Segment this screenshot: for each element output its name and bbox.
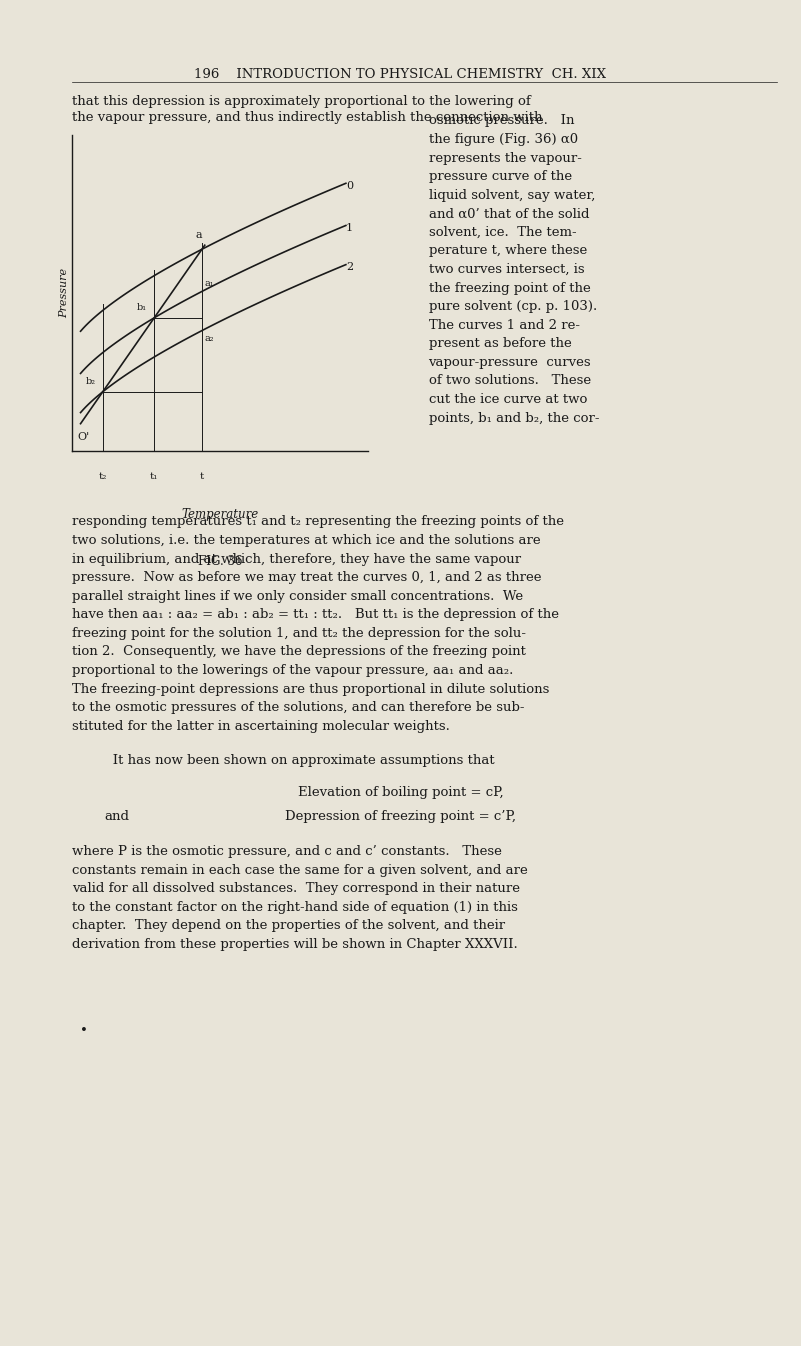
- Text: constants remain in each case the same for a given solvent, and are: constants remain in each case the same f…: [72, 864, 528, 876]
- Text: solvent, ice.  The tem-: solvent, ice. The tem-: [429, 226, 576, 238]
- Text: 196    INTRODUCTION TO PHYSICAL CHEMISTRY  CH. XIX: 196 INTRODUCTION TO PHYSICAL CHEMISTRY C…: [195, 69, 606, 81]
- Text: 1: 1: [346, 223, 353, 233]
- Text: to the constant factor on the right-hand side of equation (1) in this: to the constant factor on the right-hand…: [72, 900, 518, 914]
- Text: where P is the osmotic pressure, and c and c’ constants.   These: where P is the osmotic pressure, and c a…: [72, 845, 502, 859]
- Text: Depression of freezing point = c’P,: Depression of freezing point = c’P,: [285, 810, 516, 824]
- Text: derivation from these properties will be shown in Chapter XXXVII.: derivation from these properties will be…: [72, 938, 517, 952]
- Text: stituted for the latter in ascertaining molecular weights.: stituted for the latter in ascertaining …: [72, 720, 450, 732]
- Text: in equilibrium, and at which, therefore, they have the same vapour: in equilibrium, and at which, therefore,…: [72, 552, 521, 565]
- Text: It has now been shown on approximate assumptions that: It has now been shown on approximate ass…: [100, 754, 495, 767]
- Text: of two solutions.   These: of two solutions. These: [429, 374, 590, 388]
- Text: Temperature: Temperature: [182, 507, 259, 521]
- Text: two solutions, i.e. the temperatures at which ice and the solutions are: two solutions, i.e. the temperatures at …: [72, 534, 541, 546]
- Text: freezing point for the solution 1, and tt₂ the depression for the solu-: freezing point for the solution 1, and t…: [72, 627, 526, 639]
- Text: O': O': [77, 432, 90, 441]
- Text: present as before the: present as before the: [429, 338, 571, 350]
- Text: b₁: b₁: [137, 303, 147, 312]
- Text: vapour-pressure  curves: vapour-pressure curves: [429, 355, 591, 369]
- Text: a₁: a₁: [205, 280, 215, 288]
- Text: chapter.  They depend on the properties of the solvent, and their: chapter. They depend on the properties o…: [72, 919, 505, 933]
- Text: to the osmotic pressures of the solutions, and can therefore be sub-: to the osmotic pressures of the solution…: [72, 701, 525, 715]
- Text: valid for all dissolved substances.  They correspond in their nature: valid for all dissolved substances. They…: [72, 882, 520, 895]
- Text: 0: 0: [346, 180, 353, 191]
- Text: a₂: a₂: [205, 334, 214, 343]
- Text: the vapour pressure, and thus indirectly establish the connection with: the vapour pressure, and thus indirectly…: [72, 110, 542, 124]
- Text: tion 2.  Consequently, we have the depressions of the freezing point: tion 2. Consequently, we have the depres…: [72, 645, 526, 658]
- Text: The freezing-point depressions are thus proportional in dilute solutions: The freezing-point depressions are thus …: [72, 682, 549, 696]
- Text: that this depression is approximately proportional to the lowering of: that this depression is approximately pr…: [72, 96, 531, 109]
- Text: liquid solvent, say water,: liquid solvent, say water,: [429, 188, 595, 202]
- Text: osmotic pressure.   In: osmotic pressure. In: [429, 114, 574, 128]
- Text: t₂: t₂: [99, 472, 107, 481]
- Y-axis label: Pressure: Pressure: [59, 268, 70, 318]
- Text: Elevation of boiling point = cP,: Elevation of boiling point = cP,: [298, 786, 503, 800]
- Text: FIG. 36: FIG. 36: [198, 556, 243, 568]
- Text: have then aa₁ : aa₂ = ab₁ : ab₂ = tt₁ : tt₂.   But tt₁ is the depression of the: have then aa₁ : aa₂ = ab₁ : ab₂ = tt₁ : …: [72, 608, 559, 622]
- Text: responding temperatures t₁ and t₂ representing the freezing points of the: responding temperatures t₁ and t₂ repres…: [72, 516, 564, 529]
- Text: The curves 1 and 2 re-: The curves 1 and 2 re-: [429, 319, 580, 331]
- Text: •: •: [80, 1024, 88, 1036]
- Text: pure solvent (cp. p. 103).: pure solvent (cp. p. 103).: [429, 300, 597, 314]
- Text: points, b₁ and b₂, the cor-: points, b₁ and b₂, the cor-: [429, 412, 599, 424]
- Text: t: t: [199, 472, 204, 481]
- Text: the figure (Fig. 36) α0: the figure (Fig. 36) α0: [429, 133, 578, 145]
- Text: parallel straight lines if we only consider small concentrations.  We: parallel straight lines if we only consi…: [72, 590, 523, 603]
- Text: represents the vapour-: represents the vapour-: [429, 152, 582, 164]
- Text: b₂: b₂: [86, 377, 95, 386]
- Text: t₁: t₁: [150, 472, 159, 481]
- Text: and: and: [104, 810, 129, 824]
- Text: the freezing point of the: the freezing point of the: [429, 281, 590, 295]
- Text: pressure.  Now as before we may treat the curves 0, 1, and 2 as three: pressure. Now as before we may treat the…: [72, 571, 541, 584]
- Text: a: a: [195, 230, 203, 240]
- Text: perature t, where these: perature t, where these: [429, 245, 587, 257]
- Text: 2: 2: [346, 262, 353, 272]
- Text: proportional to the lowerings of the vapour pressure, aa₁ and aa₂.: proportional to the lowerings of the vap…: [72, 664, 513, 677]
- Text: pressure curve of the: pressure curve of the: [429, 170, 572, 183]
- Text: cut the ice curve at two: cut the ice curve at two: [429, 393, 587, 406]
- Text: and α0’ that of the solid: and α0’ that of the solid: [429, 207, 589, 221]
- Text: two curves intersect, is: two curves intersect, is: [429, 262, 584, 276]
